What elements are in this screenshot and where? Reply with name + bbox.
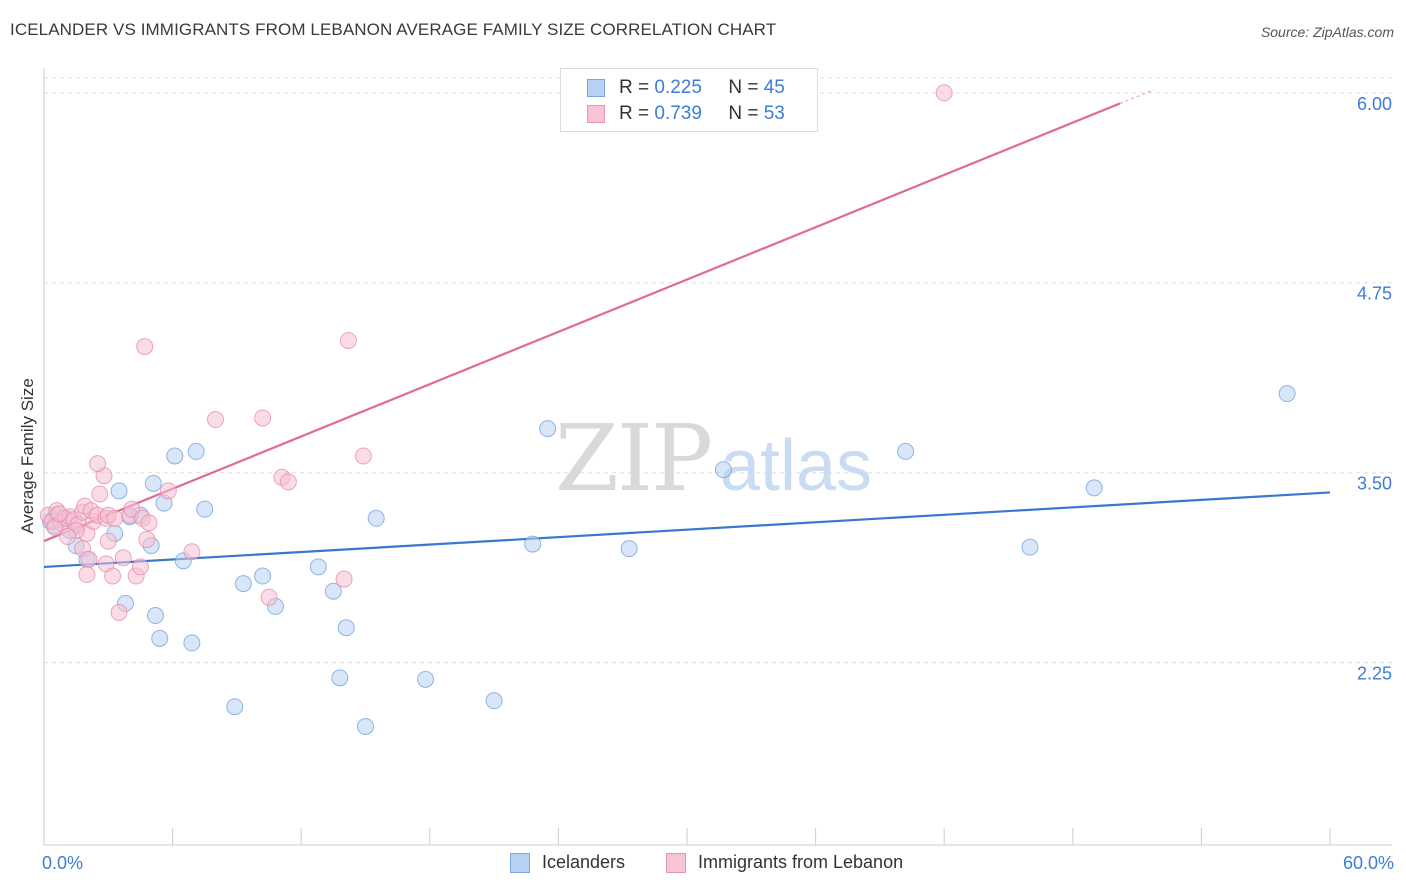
r-value: 0.225 bbox=[654, 77, 702, 98]
icelanders-point bbox=[324, 582, 342, 600]
icelanders-legend-swatch bbox=[510, 853, 530, 873]
chart-title: ICELANDER VS IMMIGRANTS FROM LEBANON AVE… bbox=[10, 20, 777, 39]
lebanon-point bbox=[206, 411, 224, 429]
icelanders-trendline bbox=[43, 491, 1331, 569]
watermark: ZIP atlas bbox=[555, 405, 872, 512]
r-value: 0.739 bbox=[654, 103, 702, 124]
legend-label-icelanders: Icelanders bbox=[542, 852, 626, 872]
lebanon-points bbox=[39, 84, 953, 621]
lebanon-point bbox=[254, 409, 272, 427]
y-tick-label: 6.00 bbox=[1357, 94, 1392, 114]
lebanon-point bbox=[110, 604, 128, 621]
lebanon-point bbox=[114, 549, 132, 567]
icelanders-point bbox=[146, 607, 164, 625]
lebanon-point bbox=[354, 447, 372, 465]
lebanon-point bbox=[89, 455, 107, 473]
axes bbox=[43, 68, 1392, 846]
y-tick-label: 3.50 bbox=[1357, 474, 1392, 494]
icelanders-point bbox=[1278, 385, 1296, 403]
n-value: 45 bbox=[763, 77, 785, 98]
icelanders-trend-line bbox=[43, 491, 1331, 569]
icelanders-point bbox=[254, 567, 272, 585]
lebanon-point bbox=[260, 588, 278, 606]
lebanon-point bbox=[59, 528, 77, 546]
lebanon-point bbox=[78, 566, 96, 584]
x-axis-max-label: 60.0% bbox=[1342, 853, 1394, 873]
icelanders-point bbox=[620, 540, 638, 558]
lebanon-point bbox=[104, 567, 122, 585]
series-legend: Icelanders Immigrants from Lebanon bbox=[0, 852, 1406, 876]
icelanders-point bbox=[714, 461, 732, 479]
lebanon-trend-line bbox=[43, 102, 1121, 543]
source-credit: Source: ZipAtlas.com bbox=[1260, 24, 1394, 40]
r-label: R = bbox=[619, 103, 650, 124]
lebanon-point bbox=[91, 485, 109, 503]
icelanders-point bbox=[110, 482, 128, 500]
y-tick-labels: 2.25 3.50 4.75 6.00 bbox=[1357, 94, 1392, 684]
icelanders-point bbox=[417, 670, 435, 688]
icelanders-point bbox=[309, 558, 327, 576]
icelanders-point bbox=[337, 619, 355, 637]
legend-label-lebanon: Immigrants from Lebanon bbox=[698, 852, 904, 872]
icelanders-point bbox=[196, 500, 214, 518]
icelanders-point bbox=[144, 474, 162, 492]
icelanders-point bbox=[897, 442, 915, 460]
lebanon-swatch bbox=[587, 105, 605, 123]
lebanon-point bbox=[279, 473, 297, 491]
icelanders-point bbox=[166, 447, 184, 465]
lebanon-point bbox=[183, 543, 201, 561]
lebanon-trendline bbox=[43, 89, 1155, 543]
stats-legend: R = 0.225 N = 45 R = 0.739 N = 53 bbox=[560, 68, 818, 132]
icelanders-point bbox=[367, 509, 385, 527]
n-label: N = bbox=[728, 103, 759, 124]
lebanon-point bbox=[159, 482, 177, 500]
lebanon-legend-swatch bbox=[666, 853, 686, 873]
y-axis-label: Average Family Size bbox=[18, 378, 37, 534]
icelanders-point bbox=[357, 717, 374, 735]
lebanon-point bbox=[935, 84, 953, 102]
watermark-zip: ZIP bbox=[555, 405, 711, 512]
lebanon-point bbox=[335, 570, 353, 588]
lebanon-point bbox=[80, 550, 98, 568]
lebanon-point bbox=[99, 532, 117, 550]
y-tick-label: 4.75 bbox=[1357, 284, 1392, 304]
icelanders-point bbox=[1021, 538, 1039, 556]
icelanders-point bbox=[226, 698, 244, 716]
lebanon-point bbox=[339, 331, 357, 349]
lebanon-point bbox=[131, 558, 149, 576]
icelanders-point bbox=[183, 634, 201, 652]
lebanon-point bbox=[106, 509, 124, 527]
icelanders-point bbox=[187, 442, 205, 460]
x-axis-min-label: 0.0% bbox=[42, 853, 84, 873]
lebanon-point bbox=[140, 514, 158, 532]
icelanders-point bbox=[539, 420, 557, 438]
icelanders-point bbox=[1085, 479, 1103, 497]
icelanders-point bbox=[331, 669, 349, 687]
icelanders-point bbox=[151, 629, 169, 647]
y-tick-label: 2.25 bbox=[1357, 664, 1392, 684]
r-label: R = bbox=[619, 77, 650, 98]
n-value: 53 bbox=[763, 103, 785, 124]
lebanon-point bbox=[138, 531, 156, 549]
gridlines bbox=[44, 77, 1392, 664]
icelanders-point bbox=[485, 692, 503, 710]
n-label: N = bbox=[728, 77, 759, 98]
lebanon-point bbox=[136, 338, 154, 356]
lebanon-trend-extension bbox=[1119, 89, 1155, 104]
lebanon-point bbox=[50, 505, 68, 523]
watermark-atlas: atlas bbox=[720, 426, 872, 506]
icelanders-point bbox=[234, 575, 252, 593]
icelanders-point bbox=[524, 535, 542, 553]
icelanders-swatch bbox=[587, 79, 605, 97]
